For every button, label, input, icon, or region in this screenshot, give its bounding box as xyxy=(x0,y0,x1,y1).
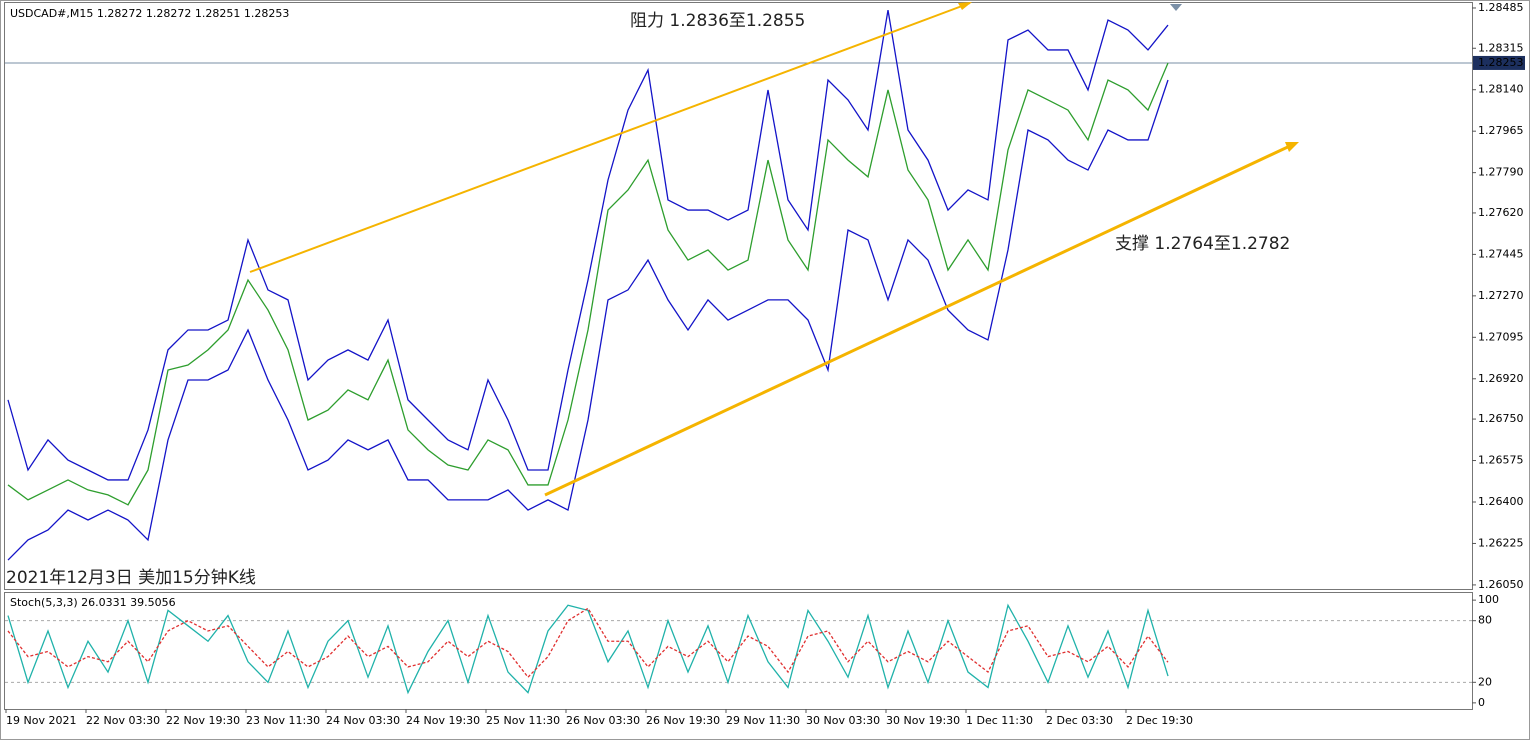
y-tick-label: 1.26050 xyxy=(1478,578,1524,591)
x-tick-label: 30 Nov 03:30 xyxy=(806,714,880,727)
stoch-header: Stoch(5,3,3) 26.0331 39.5056 xyxy=(10,596,176,609)
y-tick-label: 1.28485 xyxy=(1478,1,1524,14)
current-price-label: 1.28253 xyxy=(1478,56,1524,69)
x-tick-label: 30 Nov 19:30 xyxy=(886,714,960,727)
arrow-head xyxy=(1285,142,1299,152)
x-tick-label: 24 Nov 03:30 xyxy=(326,714,400,727)
symbol: USDCAD#,M15 xyxy=(10,7,93,20)
series-line xyxy=(7,607,1169,679)
y-tick-label: 0 xyxy=(1478,696,1485,709)
series-line xyxy=(7,603,1169,695)
annotation: 2021年12月3日 美加15分钟K线 xyxy=(6,568,256,588)
y-tick-label: 1.27965 xyxy=(1478,124,1524,137)
y-tick-label: 1.28315 xyxy=(1478,41,1524,54)
x-tick-label: 29 Nov 11:30 xyxy=(726,714,800,727)
x-tick-label: 2 Dec 03:30 xyxy=(1046,714,1113,727)
x-tick-label: 26 Nov 19:30 xyxy=(646,714,720,727)
y-tick-label: 1.27620 xyxy=(1478,206,1524,219)
current-price-box xyxy=(1473,55,1525,70)
x-tick-label: 1 Dec 11:30 xyxy=(966,714,1033,727)
series-line xyxy=(7,79,1169,561)
y-tick-label: 1.26920 xyxy=(1478,372,1524,385)
high: 1.28272 xyxy=(146,7,192,20)
x-tick-label: 22 Nov 19:30 xyxy=(166,714,240,727)
y-tick-label: 80 xyxy=(1478,614,1492,627)
stoch-title: Stoch(5,3,3) xyxy=(10,596,78,609)
x-tick-label: 2 Dec 19:30 xyxy=(1126,714,1193,727)
y-tick-label: 20 xyxy=(1478,675,1492,688)
x-tick-label: 23 Nov 11:30 xyxy=(246,714,320,727)
y-tick-label: 1.27445 xyxy=(1478,247,1524,260)
stoch-panel xyxy=(4,592,1473,710)
low: 1.28251 xyxy=(195,7,241,20)
shift-marker xyxy=(1170,4,1182,11)
y-tick-label: 1.28140 xyxy=(1478,83,1524,96)
y-tick-label: 1.26750 xyxy=(1478,412,1524,425)
y-tick-label: 1.27095 xyxy=(1478,330,1524,343)
x-tick-label: 26 Nov 03:30 xyxy=(566,714,640,727)
close: 1.28253 xyxy=(244,7,290,20)
y-tick-label: 1.26225 xyxy=(1478,536,1524,549)
x-tick-label: 19 Nov 2021 xyxy=(6,714,76,727)
y-tick-label: 1.27790 xyxy=(1478,166,1524,179)
x-tick-label: 22 Nov 03:30 xyxy=(86,714,160,727)
chart-header: USDCAD#,M15 1.28272 1.28272 1.28251 1.28… xyxy=(10,7,289,20)
annotation: 阻力 1.2836至1.2855 xyxy=(630,11,805,31)
y-tick-label: 1.26400 xyxy=(1478,495,1524,508)
series-line xyxy=(7,62,1169,506)
stoch-k: 26.0331 xyxy=(81,596,127,609)
y-tick-label: 1.26575 xyxy=(1478,454,1524,467)
series-line xyxy=(7,10,1169,481)
x-tick-label: 25 Nov 11:30 xyxy=(486,714,560,727)
y-tick-label: 100 xyxy=(1478,593,1499,606)
x-tick-label: 24 Nov 19:30 xyxy=(406,714,480,727)
resistance-line xyxy=(249,2,971,273)
y-tick-label: 1.27270 xyxy=(1478,289,1524,302)
open: 1.28272 xyxy=(97,7,143,20)
stoch-d: 39.5056 xyxy=(130,596,176,609)
annotation: 支撑 1.2764至1.2782 xyxy=(1115,234,1290,254)
arrow-head xyxy=(958,2,972,10)
support-line xyxy=(544,143,1293,497)
